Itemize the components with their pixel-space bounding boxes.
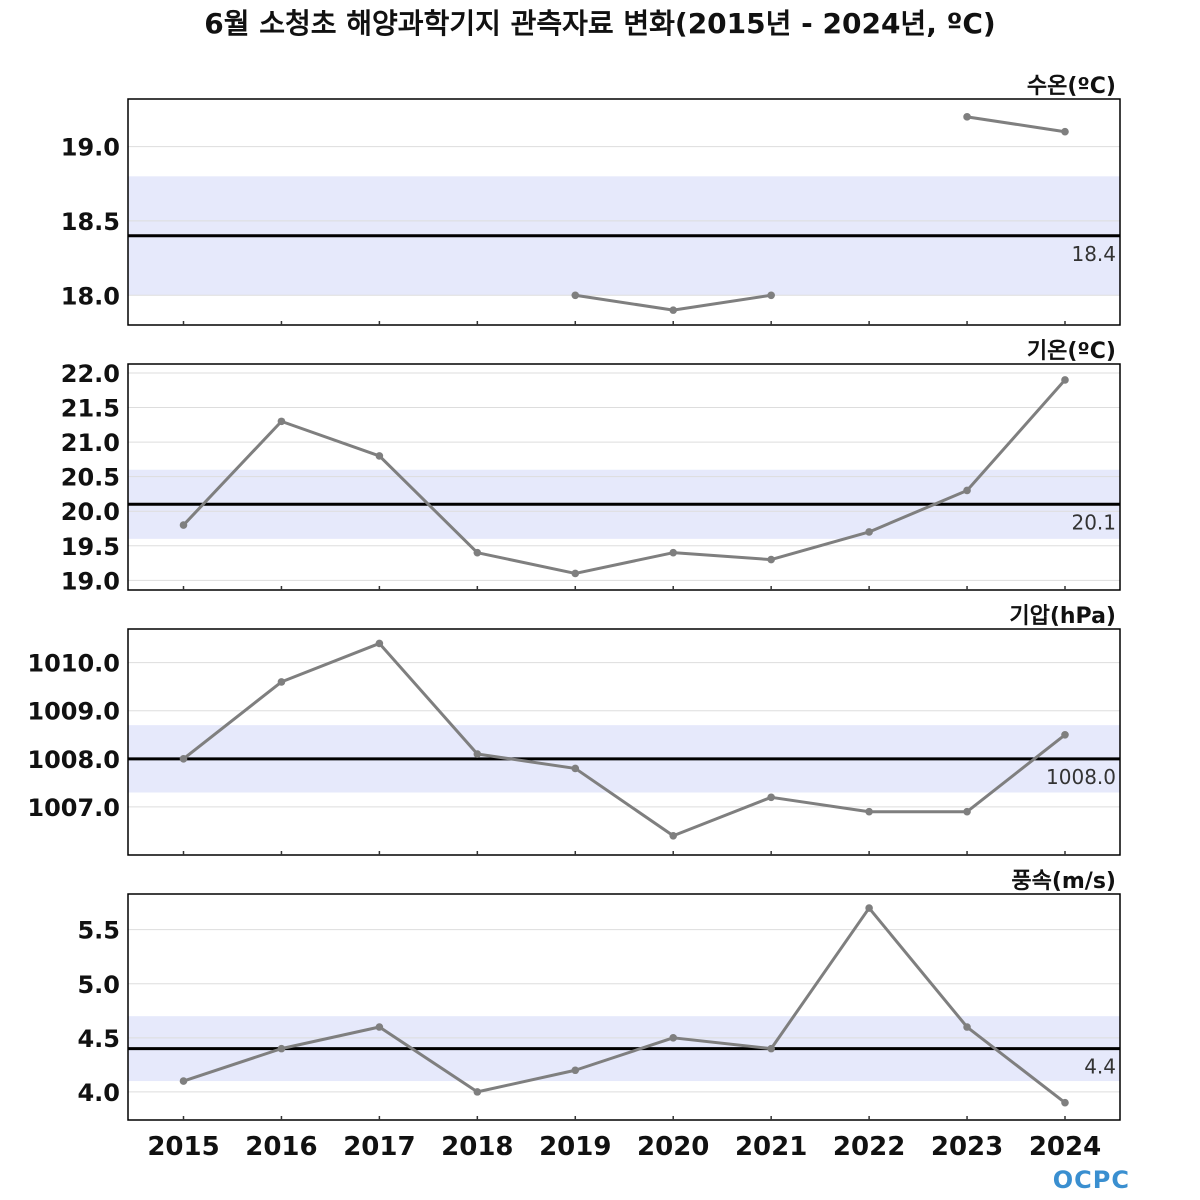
y-tick-label: 19.5 xyxy=(61,533,120,561)
data-point xyxy=(277,1044,286,1053)
panel-1: 18.0 18.5 19.0 18.4 수온(ºC) xyxy=(61,74,1121,326)
data-point xyxy=(473,1088,482,1096)
data-point xyxy=(963,1023,971,1031)
data-point xyxy=(179,521,188,529)
y-tick-label: 20.0 xyxy=(61,498,120,526)
panel-frame xyxy=(127,628,1121,856)
y-tick-label: 21.5 xyxy=(61,395,120,423)
data-point xyxy=(179,755,188,763)
data-point xyxy=(277,678,286,686)
y-tick-label: 1009.0 xyxy=(27,698,120,726)
series-line xyxy=(183,906,1066,1104)
y-tick-label: 1008.0 xyxy=(27,746,120,774)
y-tick-label: 19.0 xyxy=(61,567,120,595)
y-axis: 19.0 19.5 20.0 20.5 21.0 21.5 22.0 xyxy=(61,360,120,595)
reference-label: 18.4 xyxy=(1071,242,1116,266)
x-tick-label: 2023 xyxy=(931,1132,1003,1162)
data-point xyxy=(865,807,873,816)
data-point xyxy=(571,764,580,773)
ocpc-logo: OCPC xyxy=(1053,1166,1130,1194)
data-point xyxy=(865,904,873,912)
x-axis: 2015 2016 2017 2018 2019 2020 2021 2022 2023 2024 xyxy=(147,1132,1101,1162)
data-point xyxy=(669,1034,678,1042)
y-tick-label: 1010.0 xyxy=(27,650,120,678)
data-series xyxy=(179,376,1069,578)
data-point xyxy=(1061,376,1069,384)
y-tick-label: 4.0 xyxy=(77,1079,120,1107)
data-point xyxy=(1061,127,1069,136)
panel-title: 풍속(m/s) xyxy=(1011,869,1116,894)
x-tick-label: 2021 xyxy=(735,1132,807,1162)
y-tick-label: 1007.0 xyxy=(27,794,120,822)
data-series xyxy=(571,113,1069,314)
y-tick-label: 18.5 xyxy=(61,208,120,236)
x-tick-label: 2022 xyxy=(833,1132,905,1162)
panel-2: 19.0 19.5 20.0 20.5 21.0 21.5 22.0 20.1 기온(ºC) xyxy=(61,339,1121,595)
y-tick-label: 20.5 xyxy=(61,464,120,492)
data-point xyxy=(277,417,286,426)
x-tick-label: 2017 xyxy=(343,1132,415,1162)
data-series xyxy=(179,639,1069,840)
data-point xyxy=(571,569,580,578)
reference-label: 1008.0 xyxy=(1046,765,1116,789)
panel-frame xyxy=(127,363,1121,591)
data-series xyxy=(179,904,1069,1107)
data-point xyxy=(669,548,678,557)
y-axis: 18.0 18.5 19.0 xyxy=(61,134,120,311)
data-point xyxy=(571,291,580,300)
data-point xyxy=(767,1044,775,1053)
data-point xyxy=(1061,1098,1069,1107)
data-point xyxy=(865,528,873,536)
series-line xyxy=(182,641,1066,838)
x-tick-label: 2020 xyxy=(637,1132,709,1162)
panel-title: 기압(hPa) xyxy=(1009,604,1116,629)
data-point xyxy=(767,291,775,300)
x-tick-label: 2018 xyxy=(441,1132,513,1162)
reference-label: 20.1 xyxy=(1071,510,1116,534)
data-point xyxy=(375,639,384,648)
data-point xyxy=(963,113,971,121)
y-axis: 1007.0 1008.0 1009.0 1010.0 xyxy=(27,650,120,822)
panel-title: 수온(ºC) xyxy=(1027,74,1116,99)
data-point xyxy=(375,1023,384,1031)
y-tick-label: 5.5 xyxy=(77,917,120,945)
data-point xyxy=(571,1066,580,1075)
series-line xyxy=(182,378,1067,575)
y-axis: 4.0 4.5 5.0 5.5 xyxy=(77,917,120,1107)
y-tick-label: 5.0 xyxy=(77,971,120,999)
panel-3: 1007.0 1008.0 1009.0 1010.0 1008.0 기압(hPa) xyxy=(27,604,1121,856)
panels-group: 18.0 18.5 19.0 18.4 수온(ºC) 19.0 19.5 20.0 20.5 21… xyxy=(27,74,1121,1121)
x-tick-label: 2015 xyxy=(147,1132,219,1162)
data-point xyxy=(767,555,775,564)
chart-title: 6월 소청초 해양과학기지 관측자료 변화(2015년 - 2024년, ºC) xyxy=(204,7,995,40)
panel-frame xyxy=(127,893,1121,1121)
data-point xyxy=(1061,730,1069,739)
data-point xyxy=(179,1077,188,1085)
x-tick-label: 2024 xyxy=(1029,1132,1101,1162)
x-tick-label: 2019 xyxy=(539,1132,611,1162)
panel-title: 기온(ºC) xyxy=(1027,339,1116,364)
y-tick-label: 22.0 xyxy=(61,360,120,388)
data-point xyxy=(963,807,971,816)
data-point xyxy=(375,452,384,460)
data-point xyxy=(669,306,678,314)
data-point xyxy=(767,793,775,802)
series-line xyxy=(966,115,1066,134)
y-tick-label: 4.5 xyxy=(77,1025,120,1053)
y-tick-label: 18.0 xyxy=(61,282,120,310)
reference-label: 4.4 xyxy=(1084,1055,1116,1079)
data-point xyxy=(669,831,678,840)
y-tick-label: 21.0 xyxy=(61,429,120,457)
x-tick-label: 2016 xyxy=(245,1132,317,1162)
panel-frame xyxy=(127,98,1121,326)
data-point xyxy=(963,486,971,495)
panel-4: 4.0 4.5 5.0 5.5 4.4 풍속(m/s) xyxy=(77,869,1121,1121)
data-point xyxy=(473,750,482,758)
data-point xyxy=(473,548,482,557)
y-tick-label: 19.0 xyxy=(61,134,120,162)
